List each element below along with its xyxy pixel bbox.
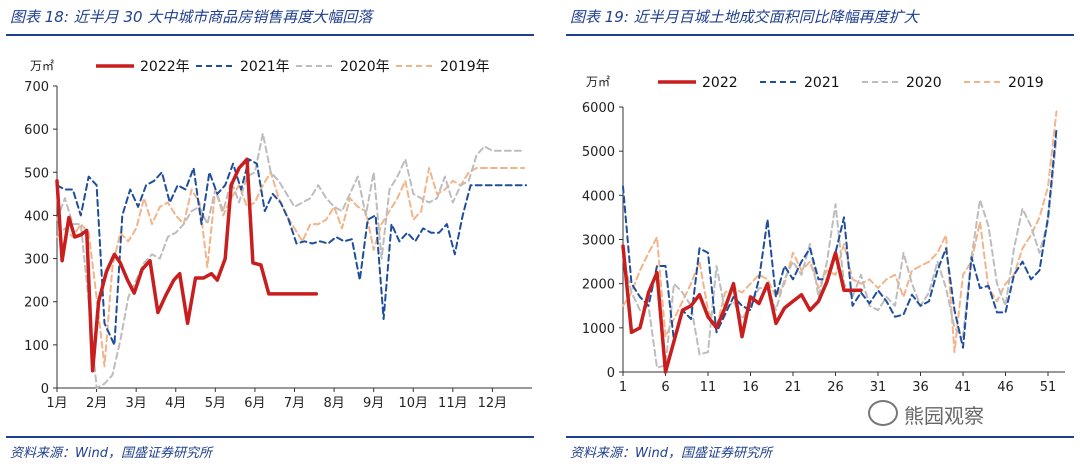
x-tick-label: 1月 [46,396,67,411]
legend-label: 2022年 [140,59,190,75]
y-tick-label: 4000 [582,189,615,204]
y-tick-label: 600 [24,123,49,138]
x-tick-label: 4月 [165,396,186,411]
y-tick-label: 500 [24,166,49,181]
series-line-2022年 [55,157,319,373]
x-tick-label: 2月 [86,396,107,411]
x-tick-label: 12月 [478,396,508,411]
source-note: 资料来源：Wind，国盛证券研究所 [570,446,772,461]
x-tick-label: 51 [1040,380,1057,395]
x-tick-label: 6 [661,380,669,395]
series-line-2020 [622,136,1058,369]
x-tick-label: 41 [955,380,972,395]
source-rule [566,436,1074,438]
y-tick-label: 400 [24,209,49,224]
x-tick-label: 5月 [205,396,226,411]
y-tick-label: 100 [24,339,49,354]
series-line-2019年 [56,167,526,368]
right-figure-panel: 图表 19: 近半月百城土地成交面积同比降幅再度扩大 万㎡ 0 1000 2000 30… [560,0,1080,468]
x-tick-label: 9月 [363,396,384,411]
y-tick-label: 0 [41,382,49,397]
watermark-text: 熊园观察 [904,404,984,428]
source-rule [6,436,534,438]
legend-label: 2020 [906,75,942,91]
series-line-2021 [622,128,1058,349]
title-rule [6,34,534,36]
y-tick-label: 6000 [582,101,615,116]
y-tick-label: 1000 [582,322,615,337]
wechat-icon [868,400,898,426]
y-tick-label: 300 [24,253,49,268]
x-tick-label: 21 [785,380,802,395]
x-tick-label: 31 [870,380,887,395]
chart-new-home-sales: 万㎡ 0 100 200 300 400 500 600 700 1月 2月 3月 4月 5月 6月 7月 8月… [24,59,532,411]
legend-label: 2021 [804,75,840,91]
y-tick-label: 200 [24,296,49,311]
figure-title: 图表 18: 近半月 30 大中城市商品房销售再度大幅回落 [10,8,373,26]
legend-label: 2021年 [240,59,290,75]
x-tick-label: 10月 [398,396,428,411]
series-line-2022 [621,244,863,374]
title-rule [566,34,1074,36]
y-tick-label: 2000 [582,278,615,293]
legend-label: 2020年 [340,59,390,75]
legend-label: 2019年 [440,59,490,75]
watermark: 熊园观察 [868,400,984,429]
x-tick-label: 16 [742,380,759,395]
x-tick-label: 3月 [126,396,147,411]
y-tick-label: 700 [24,80,49,95]
x-tick-label: 26 [827,380,844,395]
x-tick-label: 7月 [284,396,305,411]
series-line-2021年 [56,158,528,346]
unit-label: 万㎡ [30,59,54,73]
x-tick-label: 11 [700,380,717,395]
unit-label: 万㎡ [586,75,610,89]
y-tick-label: 0 [607,366,615,381]
x-tick-label: 8月 [323,396,344,411]
series-line-2019 [622,110,1058,354]
source-note: 资料来源：Wind，国盛证券研究所 [10,446,212,461]
x-tick-label: 1 [619,380,627,395]
y-tick-label: 5000 [582,145,615,160]
legend-label: 2022 [702,75,738,91]
left-figure-panel: 图表 18: 近半月 30 大中城市商品房销售再度大幅回落 万㎡ 0 100 200 3… [6,8,534,461]
legend-label: 2019 [1008,75,1044,91]
x-tick-label: 11月 [438,396,468,411]
x-tick-label: 46 [997,380,1014,395]
figure-title: 图表 19: 近半月百城土地成交面积同比降幅再度扩大 [570,8,919,26]
series-line-2020年 [56,132,526,389]
y-tick-label: 3000 [582,234,615,249]
x-tick-label: 36 [912,380,929,395]
x-tick-label: 6月 [244,396,265,411]
